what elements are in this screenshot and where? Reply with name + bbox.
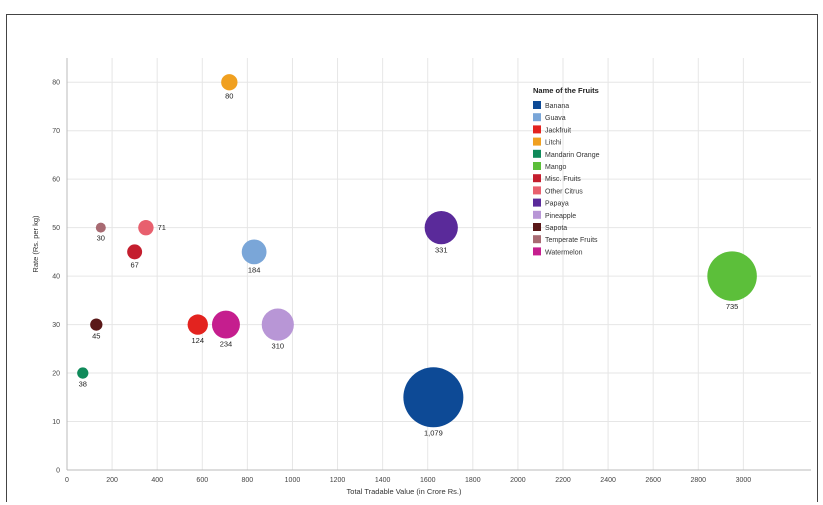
data-label-watermelon: 234 <box>220 340 233 349</box>
bubble-misc-fruits <box>127 244 143 260</box>
bubble-watermelon <box>211 310 240 339</box>
y-tick-label: 40 <box>52 274 60 281</box>
bubble-temperate-fruits <box>95 222 106 233</box>
legend-swatch-litchi <box>533 137 541 146</box>
legend-swatch-guava <box>533 113 541 122</box>
legend-swatch-temperate-fruits <box>533 235 541 244</box>
data-label-mango: 735 <box>726 302 739 311</box>
bubble-sapota <box>90 318 103 331</box>
legend-swatch-papaya <box>533 198 541 207</box>
bubble-banana <box>403 367 464 428</box>
legend-label-mandarin-orange: Mandarin Orange <box>545 152 600 159</box>
legend-swatch-mandarin-orange <box>533 149 541 158</box>
legend-label-pineapple: Pineapple <box>545 213 576 220</box>
data-label-misc-fruits: 67 <box>130 260 138 269</box>
y-tick-label: 10 <box>52 419 60 426</box>
x-tick-label: 2600 <box>645 477 661 484</box>
legend-label-guava: Guava <box>545 115 566 122</box>
x-axis-label: Total Tradable Value (in Crore Rs.) <box>347 487 462 496</box>
legend-swatch-watermelon <box>533 247 541 256</box>
x-tick-label: 2400 <box>600 477 616 484</box>
legend: Name of the Fruits Banana Guava Jackfruit L… <box>533 86 600 256</box>
legend-swatch-sapota <box>533 223 541 231</box>
y-tick-label: 60 <box>52 177 60 184</box>
legend-label-litchi: Litchi <box>545 140 562 147</box>
legend-label-other-citrus: Other Citrus <box>545 188 583 195</box>
x-tick-label: 1800 <box>465 477 481 484</box>
bubble-pineapple <box>261 308 294 341</box>
data-label-sapota: 45 <box>92 332 100 341</box>
bubble-mandarin-orange <box>77 367 89 379</box>
x-tick-label: 2000 <box>510 477 526 484</box>
data-label-papaya: 331 <box>435 245 448 254</box>
data-labels: 1,079 184 124 80 38 735 67 71 331 310 45 30 234 <box>79 91 739 437</box>
x-tick-label: 1400 <box>375 477 391 484</box>
bubbles <box>77 74 757 428</box>
y-tick-label: 30 <box>52 322 60 329</box>
x-tick-label: 600 <box>196 477 208 484</box>
x-tick-label: 2800 <box>690 477 706 484</box>
y-tick-label: 70 <box>52 128 60 135</box>
bubble-litchi <box>221 74 238 91</box>
legend-label-mango: Mango <box>545 164 567 171</box>
x-tick-label: 800 <box>242 477 254 484</box>
x-tick-label: 200 <box>106 477 118 484</box>
legend-label-watermelon: Watermelon <box>545 249 583 256</box>
axes: 0 200 400 600 800 1000 1200 1400 1600 1800 2000 220… <box>52 58 811 484</box>
legend-swatch-banana <box>533 101 541 109</box>
x-tick-label: 0 <box>65 477 69 484</box>
bubble-jackfruit <box>187 314 208 335</box>
legend-label-papaya: Papaya <box>545 201 569 208</box>
bubble-mango <box>707 251 757 301</box>
legend-label-banana: Banana <box>545 103 569 110</box>
chart-frame <box>6 14 818 502</box>
x-tick-label: 1000 <box>285 477 301 484</box>
legend-swatch-other-citrus <box>533 186 541 195</box>
x-tick-label: 1200 <box>330 477 346 484</box>
legend-title: Name of the Fruits <box>533 86 599 95</box>
data-label-litchi: 80 <box>225 91 233 100</box>
bubble-papaya <box>424 211 458 245</box>
data-label-mandarin-orange: 38 <box>79 380 87 389</box>
data-label-other-citrus: 71 <box>158 223 166 232</box>
legend-swatch-pineapple <box>533 210 541 219</box>
legend-swatch-mango <box>533 162 541 170</box>
y-tick-label: 20 <box>52 371 60 378</box>
y-tick-label: 80 <box>52 80 60 87</box>
legend-label-jackfruit: Jackfruit <box>545 127 571 134</box>
legend-label-misc-fruits: Misc. Fruits <box>545 176 581 183</box>
legend-swatch-misc-fruits <box>533 174 541 183</box>
y-axis-label: Rate (Rs. per kg) <box>31 215 40 273</box>
data-label-pineapple: 310 <box>272 342 285 351</box>
bubble-other-citrus <box>138 219 154 236</box>
x-tick-label: 3000 <box>736 477 752 484</box>
y-tick-label: 50 <box>52 225 60 232</box>
legend-label-temperate-fruits: Temperate Fruits <box>545 237 598 244</box>
bubble-guava <box>241 239 267 265</box>
x-tick-label: 1600 <box>420 477 436 484</box>
data-label-guava: 184 <box>248 265 261 274</box>
y-tick-label: 0 <box>56 468 60 475</box>
data-label-banana: 1,079 <box>424 428 443 437</box>
x-tick-label: 2200 <box>555 477 571 484</box>
data-label-temperate-fruits: 30 <box>97 234 105 243</box>
legend-label-sapota: Sapota <box>545 225 567 232</box>
legend-items: Banana Guava Jackfruit Litchi Mandarin Orang… <box>533 101 600 256</box>
x-tick-label: 400 <box>151 477 163 484</box>
data-label-jackfruit: 124 <box>192 336 205 345</box>
legend-swatch-jackfruit <box>533 125 541 134</box>
